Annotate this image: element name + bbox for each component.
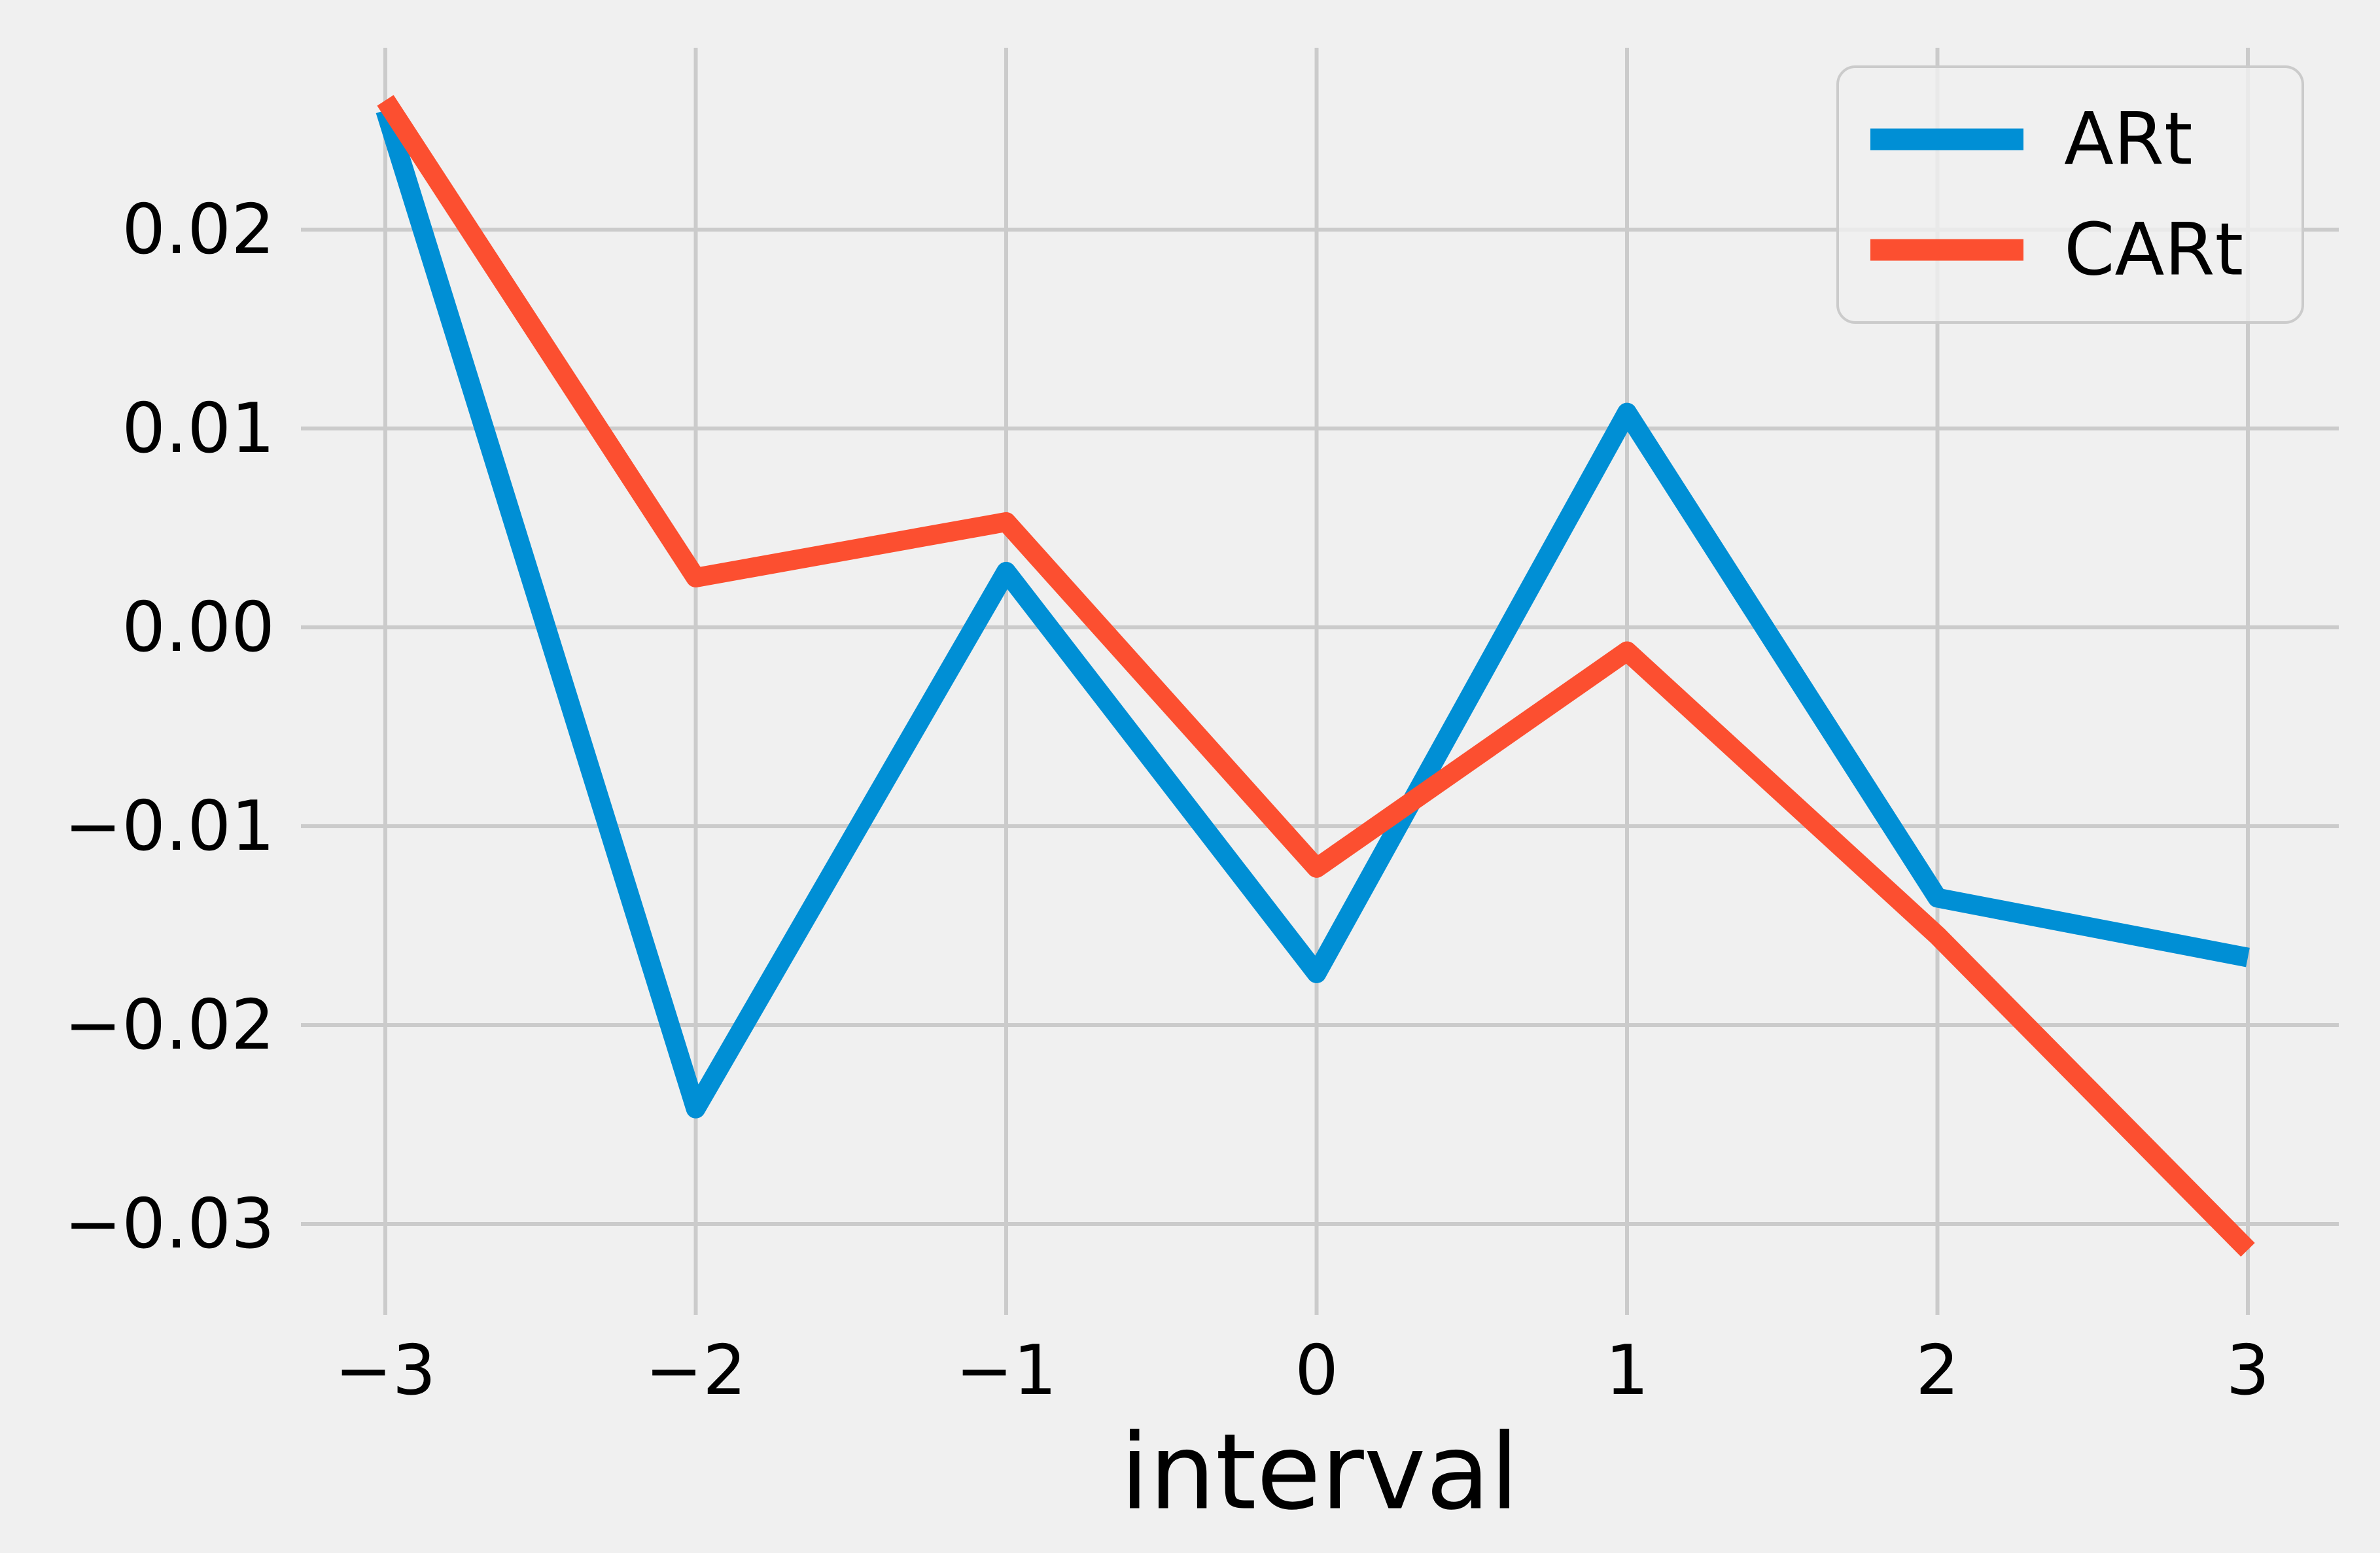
tick-labels: 0.02 0.01 0.00 −0.01 −0.02 −0.03 −3 −2 −1 0 1 2 3 [64, 190, 2269, 1410]
y-tick-label-0: 0.02 [122, 190, 275, 270]
series-line-art [376, 107, 2250, 1119]
y-tick-label-2: 0.00 [122, 587, 275, 667]
x-tick-label-5: 2 [1916, 1331, 1959, 1410]
legend-label-cart: CARt [2064, 208, 2243, 292]
x-tick-label-4: 1 [1605, 1331, 1649, 1410]
y-tick-label-5: −0.03 [64, 1184, 275, 1264]
x-tick-label-0: −3 [335, 1331, 436, 1410]
y-tick-label-1: 0.01 [122, 389, 275, 468]
y-tick-label-3: −0.01 [64, 786, 275, 866]
x-axis-label: interval [1120, 1411, 1519, 1533]
x-tick-label-6: 3 [2226, 1331, 2270, 1410]
series-line-cart [377, 95, 2255, 1257]
x-tick-label-1: −2 [645, 1331, 746, 1410]
legend: ARt CARt [1836, 65, 2304, 324]
legend-label-art: ARt [2064, 97, 2193, 182]
x-tick-label-3: 0 [1295, 1331, 1339, 1410]
x-tick-label-2: −1 [956, 1331, 1057, 1410]
y-tick-label-4: −0.02 [64, 985, 275, 1065]
gridlines [301, 48, 2339, 1315]
